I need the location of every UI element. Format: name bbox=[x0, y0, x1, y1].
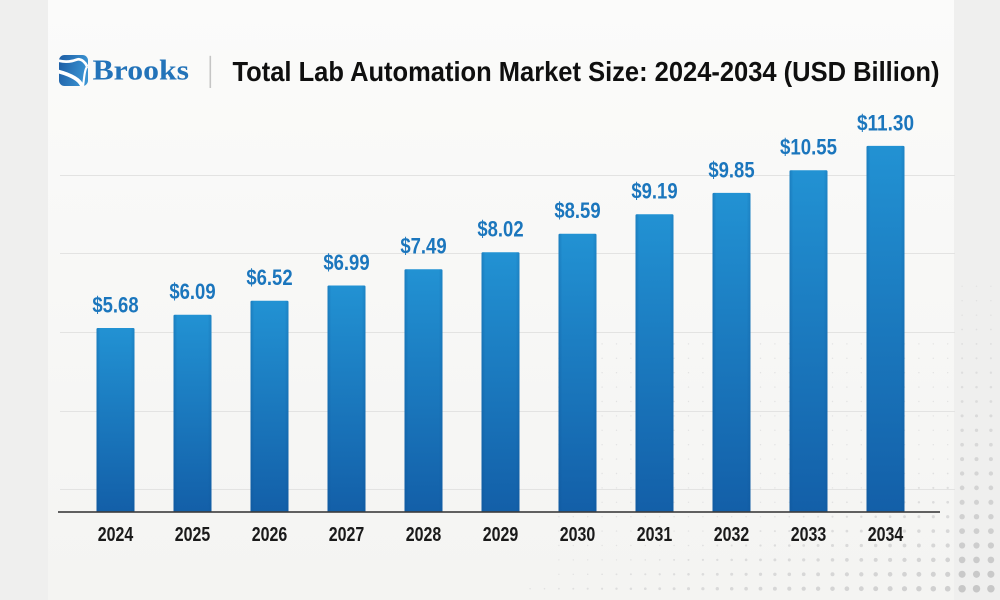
svg-text:$8.02: $8.02 bbox=[477, 217, 523, 242]
svg-text:Brooks: Brooks bbox=[93, 56, 190, 87]
svg-text:$8.59: $8.59 bbox=[554, 198, 600, 223]
svg-text:$10.55: $10.55 bbox=[780, 135, 837, 160]
svg-text:$6.09: $6.09 bbox=[169, 279, 215, 304]
svg-text:2033: 2033 bbox=[791, 524, 827, 546]
svg-text:2027: 2027 bbox=[329, 524, 365, 546]
svg-text:$6.52: $6.52 bbox=[246, 265, 292, 290]
svg-text:2031: 2031 bbox=[637, 524, 673, 546]
svg-text:2028: 2028 bbox=[406, 524, 442, 546]
svg-text:$6.99: $6.99 bbox=[323, 250, 369, 275]
svg-text:2034: 2034 bbox=[868, 524, 904, 546]
svg-text:2029: 2029 bbox=[483, 524, 519, 546]
svg-text:$9.19: $9.19 bbox=[631, 179, 677, 204]
svg-text:$9.85: $9.85 bbox=[708, 157, 754, 182]
svg-text:2026: 2026 bbox=[252, 524, 288, 546]
svg-text:2024: 2024 bbox=[98, 524, 134, 546]
svg-text:$7.49: $7.49 bbox=[400, 234, 446, 259]
svg-text:2030: 2030 bbox=[560, 524, 596, 546]
svg-text:$5.68: $5.68 bbox=[92, 292, 138, 317]
svg-text:2032: 2032 bbox=[714, 524, 750, 546]
svg-text:$11.30: $11.30 bbox=[857, 110, 914, 135]
svg-text:2025: 2025 bbox=[175, 524, 211, 546]
svg-text:Total Lab Automation Market Si: Total Lab Automation Market Size: 2024-2… bbox=[233, 56, 940, 87]
